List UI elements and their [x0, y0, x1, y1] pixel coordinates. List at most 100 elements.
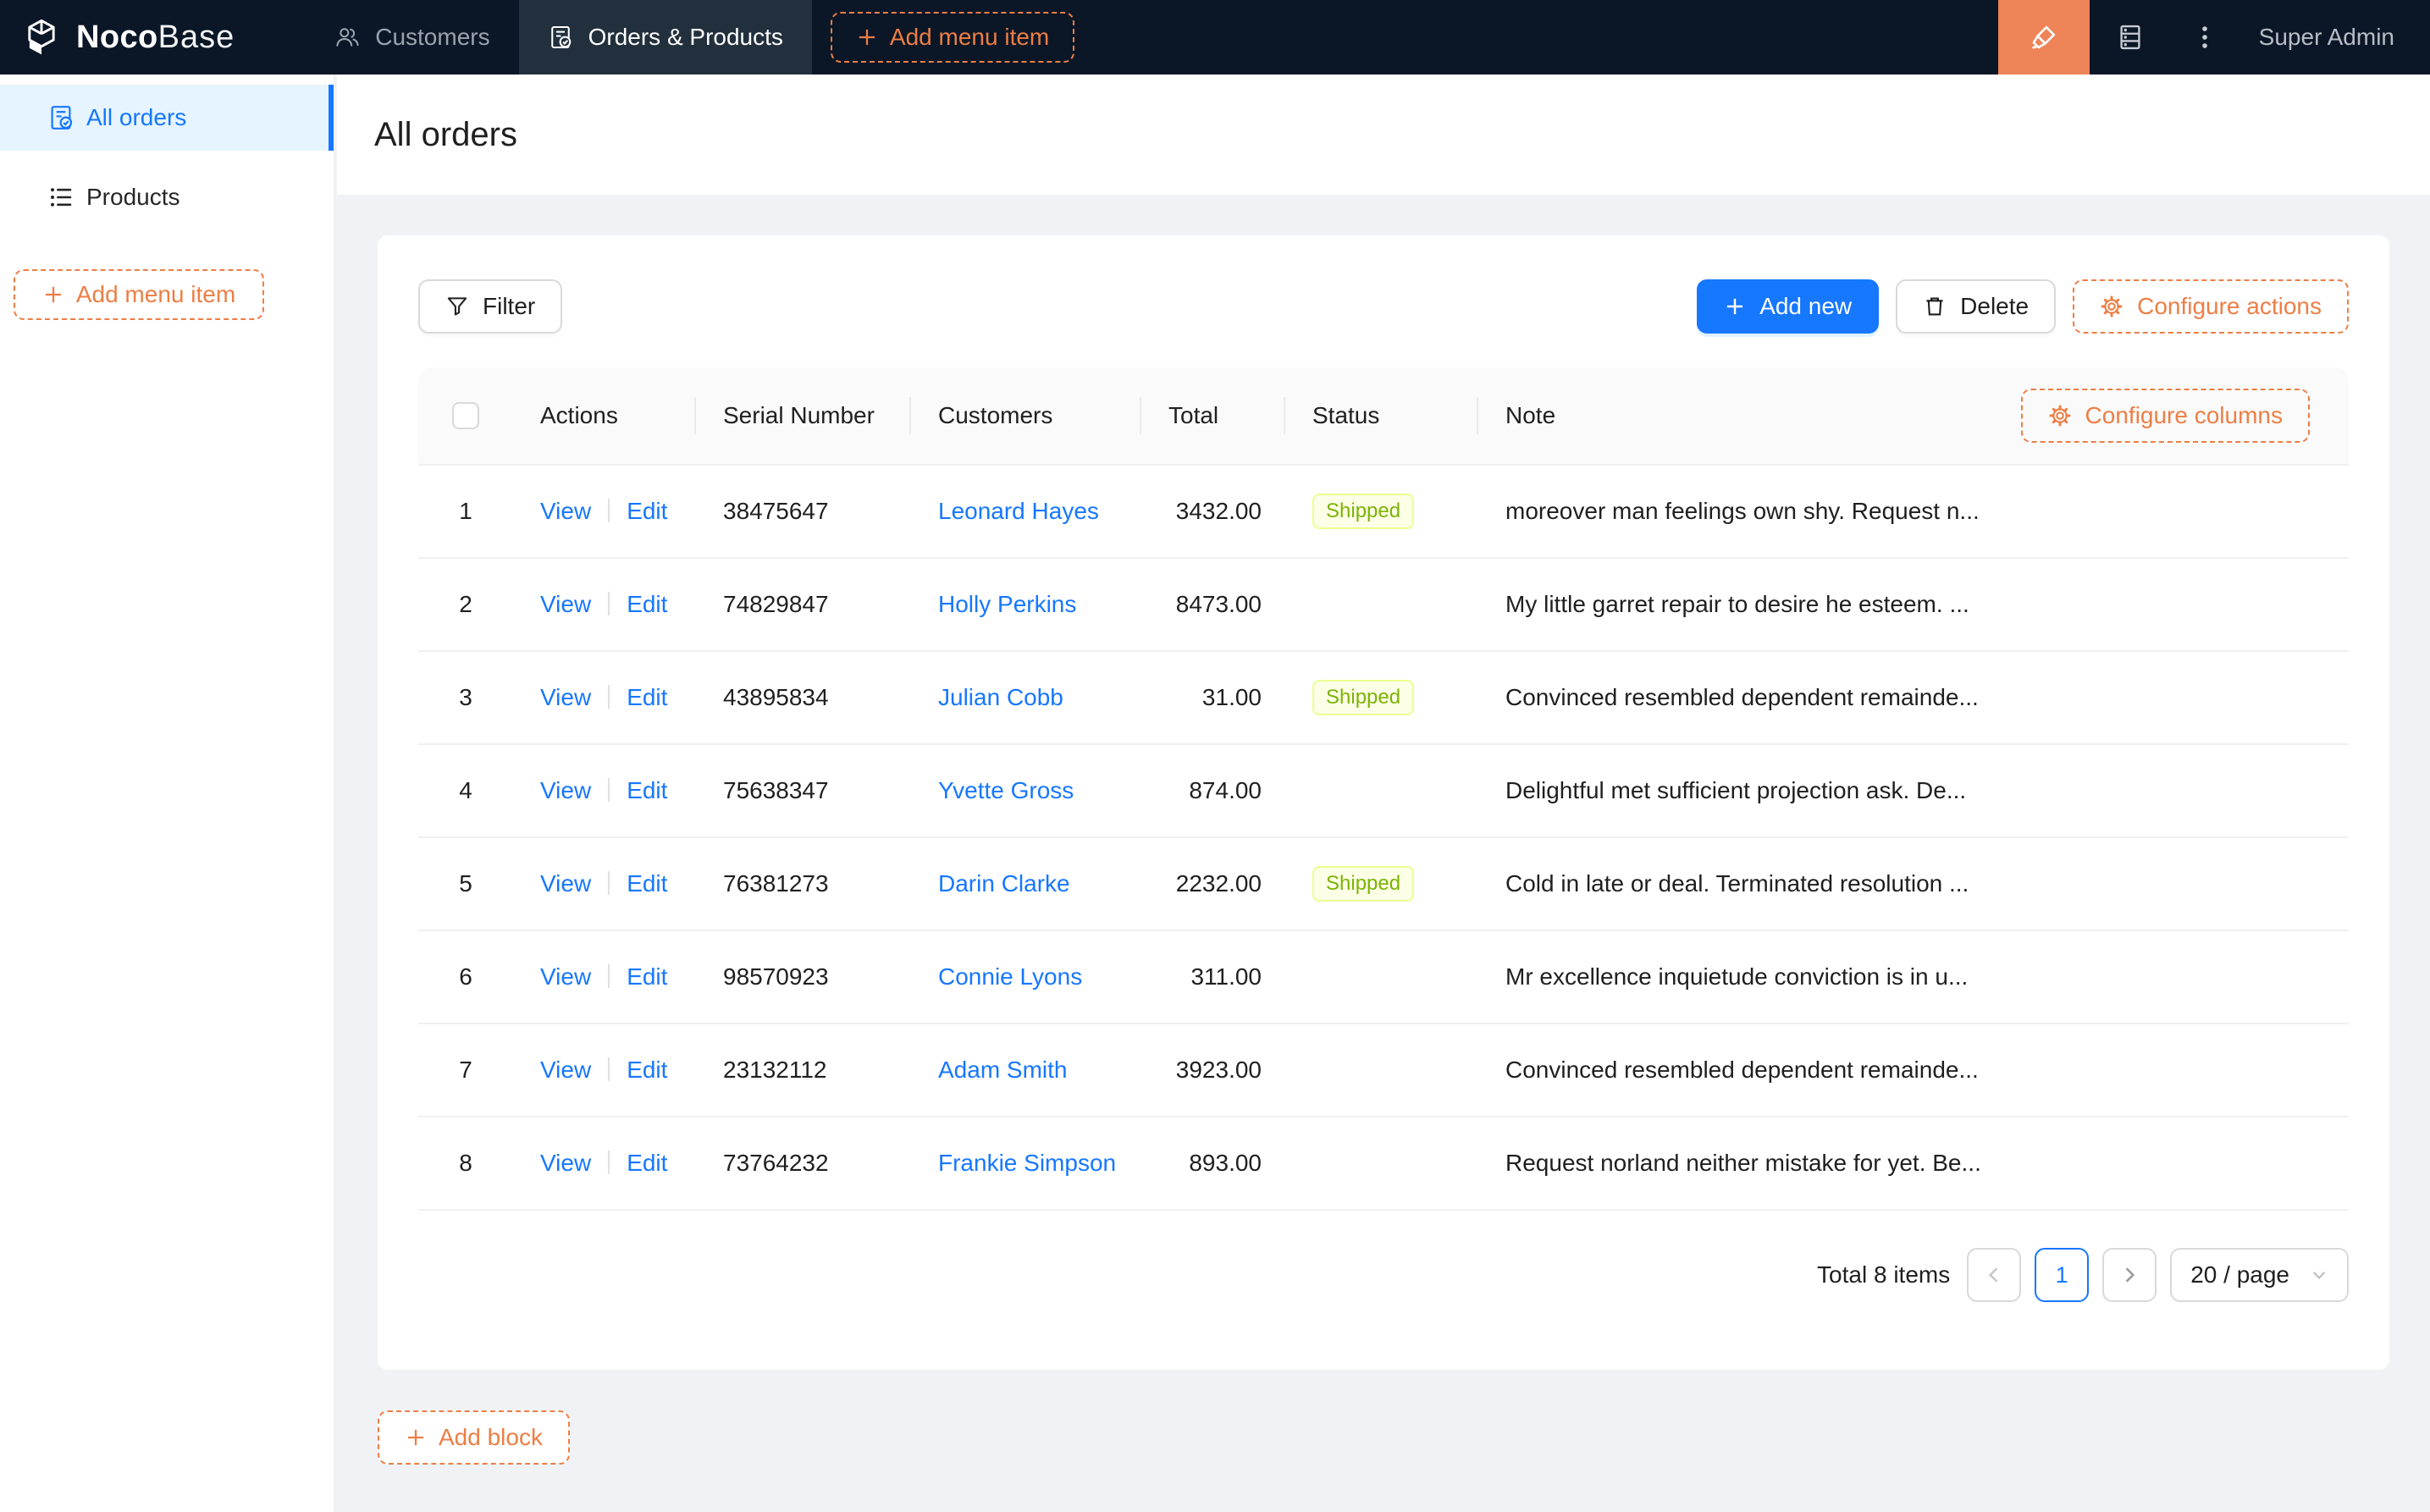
- page-content: Filter Add new: [337, 195, 2430, 1465]
- view-link[interactable]: View: [540, 870, 592, 897]
- plugin-manager-button[interactable]: [2090, 0, 2171, 74]
- plus-icon: [1724, 295, 1746, 317]
- nav-right: Super Admin: [1997, 0, 2430, 74]
- status-cell: [1285, 1117, 1478, 1211]
- view-link[interactable]: View: [540, 1150, 592, 1176]
- nav-tab-customers[interactable]: Customers: [306, 0, 518, 74]
- edit-link[interactable]: Edit: [627, 870, 668, 897]
- sidebar-item-all-orders[interactable]: All orders: [0, 85, 334, 151]
- edit-link[interactable]: Edit: [627, 591, 668, 617]
- main-area: All orders Filter: [337, 74, 2430, 1512]
- filter-label: Filter: [483, 293, 536, 319]
- note-cell: Delightful met sufficient projection ask…: [1478, 745, 2349, 838]
- column-header-actions: Actions: [513, 367, 696, 466]
- customer-link[interactable]: Darin Clarke: [938, 870, 1070, 897]
- customer-link[interactable]: Julian Cobb: [938, 684, 1063, 710]
- page-size-select[interactable]: 20 / page: [2170, 1248, 2349, 1302]
- status-cell: Shipped: [1285, 466, 1478, 559]
- edit-link[interactable]: Edit: [627, 498, 668, 524]
- delete-button[interactable]: Delete: [1896, 279, 2057, 334]
- plus-icon: [405, 1426, 427, 1449]
- configure-actions-label: Configure actions: [2137, 293, 2322, 319]
- customer-link[interactable]: Yvette Gross: [938, 777, 1074, 803]
- total-cell: 3432.00: [1141, 466, 1285, 559]
- add-new-button[interactable]: Add new: [1697, 279, 1880, 334]
- view-link[interactable]: View: [540, 591, 592, 617]
- configure-actions-button[interactable]: Configure actions: [2073, 279, 2349, 334]
- toolbar-right: Add new Delete: [1697, 279, 2349, 334]
- edit-link[interactable]: Edit: [627, 684, 668, 710]
- edit-link[interactable]: Edit: [627, 963, 668, 990]
- edit-link[interactable]: Edit: [627, 1150, 668, 1176]
- team-icon: [334, 25, 360, 50]
- previous-page-button[interactable]: [1967, 1248, 2022, 1302]
- customer-link[interactable]: Leonard Hayes: [938, 498, 1099, 524]
- row-index: 3: [418, 652, 513, 745]
- view-link[interactable]: View: [540, 963, 592, 990]
- row-actions-cell: View Edit: [513, 466, 696, 559]
- row-index: 4: [418, 745, 513, 838]
- table-row: 6 View Edit 98570923 Connie Lyons 311.00 …: [418, 931, 2349, 1024]
- status-cell: [1285, 745, 1478, 838]
- column-header-note-label: Note: [1505, 402, 1556, 428]
- serial-number-cell: 75638347: [696, 745, 911, 838]
- table-row: 7 View Edit 23132112 Adam Smith 3923.00 C…: [418, 1024, 2349, 1117]
- row-index: 2: [418, 559, 513, 652]
- kebab-icon: [2193, 24, 2217, 51]
- note-cell: Request norland neither mistake for yet.…: [1478, 1117, 2349, 1211]
- pagination: Total 8 items 1 20 / page: [418, 1248, 2349, 1302]
- select-all-checkbox[interactable]: [452, 402, 479, 429]
- customer-link[interactable]: Adam Smith: [938, 1057, 1068, 1083]
- delete-label: Delete: [1960, 293, 2030, 319]
- nav-tabs: Customers Orders & Products: [306, 0, 1075, 74]
- status-tag: Shipped: [1312, 680, 1415, 715]
- chevron-right-icon: [2119, 1265, 2140, 1285]
- row-actions-cell: View Edit: [513, 559, 696, 652]
- status-tag: Shipped: [1312, 494, 1415, 529]
- page-number-button[interactable]: 1: [2035, 1248, 2090, 1302]
- serial-number-cell: 74829847: [696, 559, 911, 652]
- view-link[interactable]: View: [540, 1057, 592, 1083]
- serial-number-cell: 43895834: [696, 652, 911, 745]
- view-link[interactable]: View: [540, 777, 592, 803]
- page-title: All orders: [374, 115, 517, 153]
- column-header-serial-number: Serial Number: [696, 367, 911, 466]
- status-cell: Shipped: [1285, 838, 1478, 931]
- add-menu-item-button-sidebar[interactable]: Add menu item: [14, 269, 264, 320]
- edit-link[interactable]: Edit: [627, 777, 668, 803]
- user-menu[interactable]: Super Admin: [2239, 0, 2430, 74]
- column-header-note: Note: [1478, 367, 2349, 466]
- table-row: 1 View Edit 38475647 Leonard Hayes 3432.0…: [418, 466, 2349, 559]
- serial-number-cell: 73764232: [696, 1117, 911, 1211]
- add-menu-item-button-nav[interactable]: Add menu item: [830, 12, 1075, 63]
- view-link[interactable]: View: [540, 684, 592, 710]
- total-cell: 2232.00: [1141, 838, 1285, 931]
- note-cell: Mr excellence inquietude conviction is i…: [1478, 931, 2349, 1024]
- action-divider: [608, 871, 610, 895]
- orders-table-body: 1 View Edit 38475647 Leonard Hayes 3432.0…: [418, 466, 2349, 1211]
- table-header-row: Actions Serial Number Customers Total St…: [418, 367, 2349, 466]
- chevron-left-icon: [1984, 1265, 2004, 1285]
- database-icon: [2116, 23, 2145, 52]
- more-menu-button[interactable]: [2171, 0, 2239, 74]
- customer-link[interactable]: Frankie Simpson: [938, 1150, 1117, 1176]
- sidebar-item-label: Products: [86, 184, 180, 210]
- filter-button[interactable]: Filter: [418, 279, 563, 334]
- customer-cell: Yvette Gross: [911, 745, 1141, 838]
- customer-link[interactable]: Holly Perkins: [938, 591, 1077, 617]
- sidebar-item-products[interactable]: Products: [0, 164, 334, 230]
- next-page-button[interactable]: [2102, 1248, 2157, 1302]
- row-actions-cell: View Edit: [513, 1024, 696, 1117]
- trash-icon: [1923, 295, 1947, 318]
- nav-tab-orders-products[interactable]: Orders & Products: [518, 0, 812, 74]
- row-index: 6: [418, 931, 513, 1024]
- action-divider: [608, 1057, 610, 1081]
- add-block-button[interactable]: Add block: [378, 1410, 570, 1465]
- highlighter-icon: [2028, 21, 2060, 53]
- ui-editor-button[interactable]: [1997, 0, 2090, 74]
- customer-link[interactable]: Connie Lyons: [938, 963, 1083, 990]
- view-link[interactable]: View: [540, 498, 592, 524]
- edit-link[interactable]: Edit: [627, 1057, 668, 1083]
- nocobase-logo[interactable]: NocoBase: [0, 0, 262, 74]
- configure-columns-button[interactable]: Configure columns: [2020, 389, 2310, 443]
